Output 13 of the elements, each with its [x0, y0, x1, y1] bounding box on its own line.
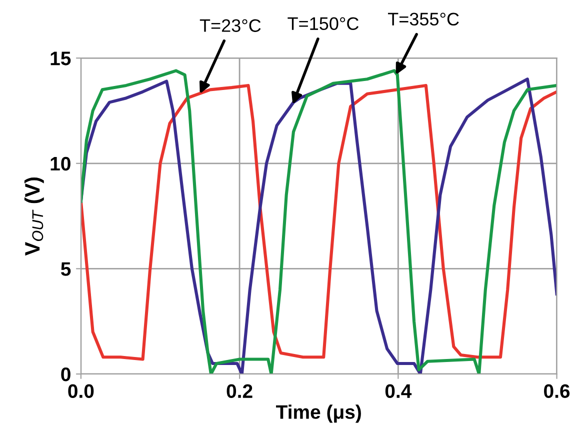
x-tick-label: 0.4: [385, 384, 412, 398]
x-tick-label: 0.6: [544, 384, 570, 398]
x-tick-label: 0.2: [226, 384, 252, 398]
annotation: T=23°C: [200, 19, 261, 32]
x-axis-title: Time (μs): [276, 404, 361, 423]
y-tick-label: 0: [61, 367, 70, 382]
y-tick-label: 10: [50, 156, 70, 171]
y-tick-label: 15: [50, 52, 71, 66]
x-tick-label: 0.0: [68, 384, 94, 398]
y-tick-label: 5: [60, 262, 71, 276]
y-axis-title: V$_{OUT}$ (V): [24, 177, 44, 256]
annotation: T=150°C: [288, 17, 359, 30]
annotation: T=355°C: [388, 12, 459, 26]
